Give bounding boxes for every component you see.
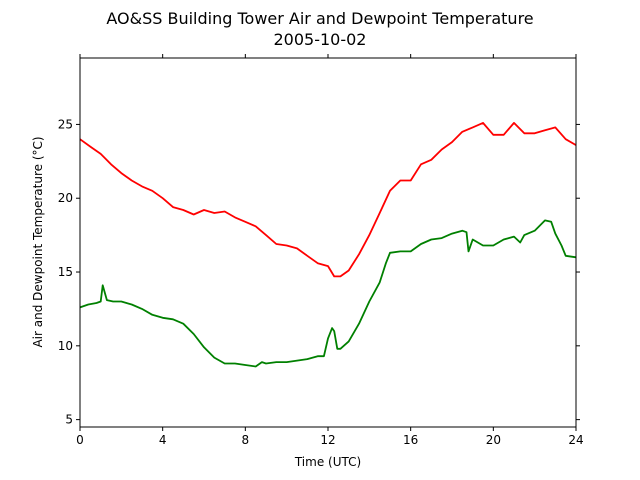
plot-frame <box>79 57 577 428</box>
y-tick-label: 10 <box>58 339 73 353</box>
x-tick-label: 12 <box>320 433 335 447</box>
x-tick-label: 20 <box>486 433 501 447</box>
series-layer <box>79 122 577 368</box>
y-axis-label: Air and Dewpoint Temperature (°C) <box>31 136 45 347</box>
x-tick-label: 0 <box>76 433 84 447</box>
x-tick-label: 16 <box>403 433 418 447</box>
y-tick-label: 25 <box>58 117 73 131</box>
series-line-2 <box>79 219 577 368</box>
series-line-1 <box>79 122 577 278</box>
ticks-layer: 0 4 8 12 16 20 24 5 10 15 20 25 <box>58 54 584 447</box>
chart-subtitle: 2005-10-02 <box>274 30 367 49</box>
y-tick-label: 20 <box>58 191 73 205</box>
x-tick-label: 4 <box>159 433 167 447</box>
x-tick-label: 8 <box>242 433 250 447</box>
y-tick-label: 15 <box>58 265 73 279</box>
x-tick-label: 24 <box>568 433 583 447</box>
chart-title: AO&SS Building Tower Air and Dewpoint Te… <box>106 9 533 28</box>
x-axis-label: Time (UTC) <box>294 455 361 469</box>
y-tick-label: 5 <box>65 413 73 427</box>
